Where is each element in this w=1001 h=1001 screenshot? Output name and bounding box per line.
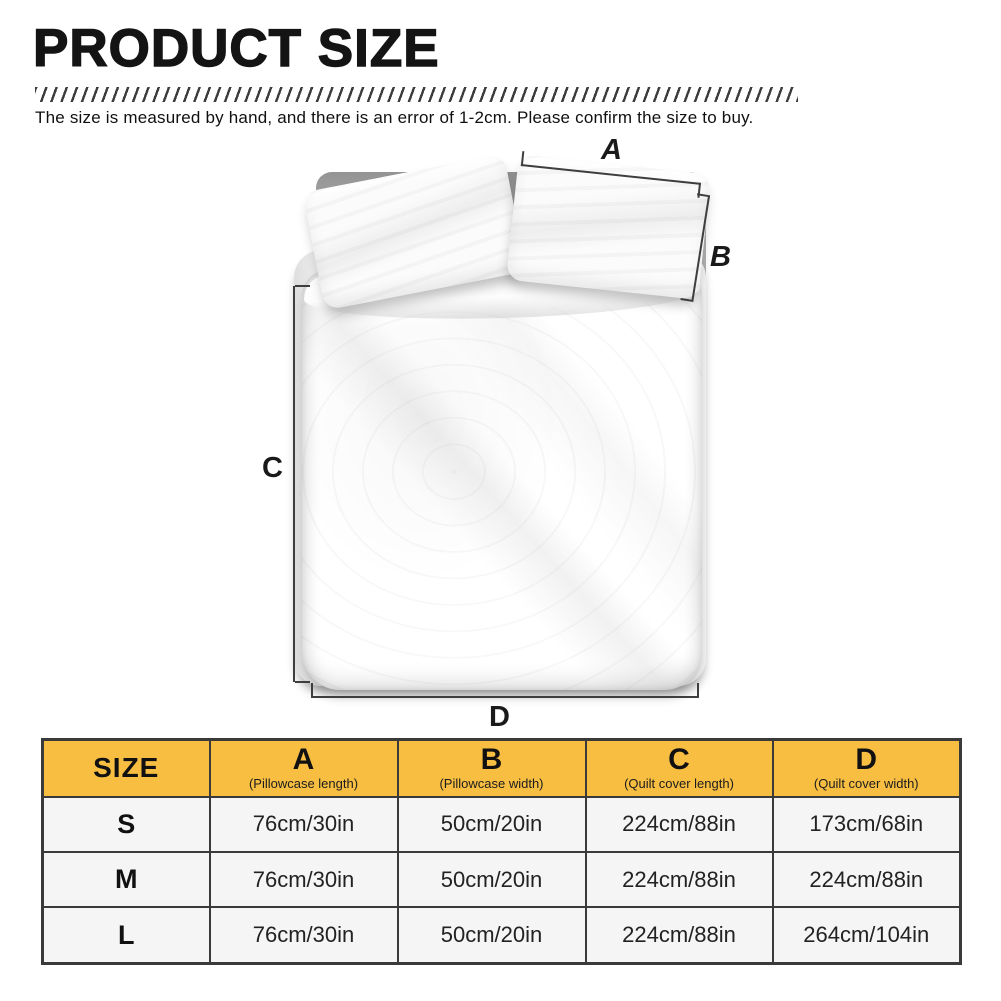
dimension-line-c xyxy=(293,285,310,683)
disclaimer-text: The size is measured by hand, and there … xyxy=(35,108,754,127)
size-column-header: SIZE xyxy=(41,738,211,798)
table-header-row: SIZE A (Pillowcase length) B (Pillowcase… xyxy=(41,738,962,798)
size-cell: M xyxy=(41,850,211,909)
dimension-line-d xyxy=(311,683,699,698)
value-cell: 76cm/30in xyxy=(208,795,399,853)
size-table: SIZE A (Pillowcase length) B (Pillowcase… xyxy=(41,738,962,965)
value-cell: 224cm/88in xyxy=(584,906,774,965)
hatch-divider xyxy=(35,87,798,102)
column-sublabel-a: (Pillowcase length) xyxy=(248,776,359,792)
size-cell: S xyxy=(41,795,211,853)
column-sublabel-b: (Pillowcase width) xyxy=(439,776,544,792)
dimension-label-d: D xyxy=(489,701,510,733)
column-header-b: B (Pillowcase width) xyxy=(396,738,587,798)
table-row-m: M 76cm/30in 50cm/20in 224cm/88in 224cm/8… xyxy=(41,850,962,909)
column-header-a: A (Pillowcase length) xyxy=(208,738,399,798)
pillow-right xyxy=(505,154,712,300)
value-cell: 173cm/68in xyxy=(771,795,962,853)
dimension-label-a: A xyxy=(601,134,622,166)
column-letter-b: B xyxy=(480,743,503,777)
value-cell: 76cm/30in xyxy=(208,906,399,965)
table-row-l: L 76cm/30in 50cm/20in 224cm/88in 264cm/1… xyxy=(41,906,962,965)
column-header-c: C (Quilt cover length) xyxy=(584,738,774,798)
value-cell: 76cm/30in xyxy=(208,850,399,909)
column-header-d: D (Quilt cover width) xyxy=(771,738,962,798)
column-letter-c: C xyxy=(668,743,690,777)
column-sublabel-c: (Quilt cover length) xyxy=(624,776,734,792)
column-letter-d: D xyxy=(855,743,878,777)
value-cell: 50cm/20in xyxy=(396,850,587,909)
value-cell: 224cm/88in xyxy=(771,850,962,909)
value-cell: 224cm/88in xyxy=(584,795,774,853)
dimension-label-c: C xyxy=(262,452,283,484)
table-row-s: S 76cm/30in 50cm/20in 224cm/88in 173cm/6… xyxy=(41,795,962,853)
dimension-label-b: B xyxy=(710,241,731,273)
value-cell: 264cm/104in xyxy=(771,906,962,965)
value-cell: 224cm/88in xyxy=(584,850,774,909)
column-letter-a: A xyxy=(292,743,315,777)
column-sublabel-d: (Quilt cover width) xyxy=(813,776,919,792)
value-cell: 50cm/20in xyxy=(396,795,587,853)
page-title: PRODUCT SIZE xyxy=(32,18,440,78)
quilt-cover xyxy=(302,270,702,690)
size-cell: L xyxy=(41,906,211,965)
value-cell: 50cm/20in xyxy=(396,906,587,965)
